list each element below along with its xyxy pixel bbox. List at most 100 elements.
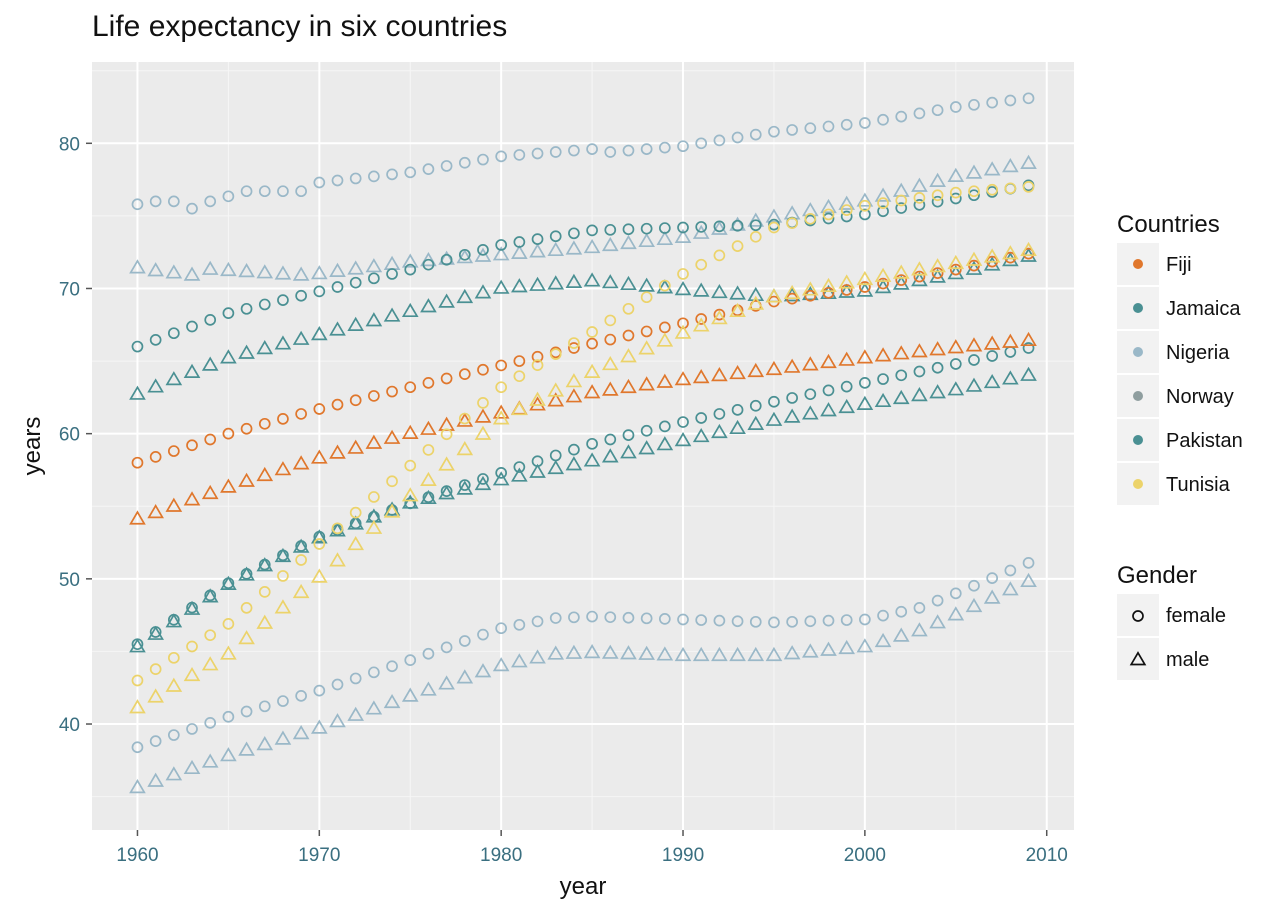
point-nigeria-female	[895, 605, 908, 618]
point-tunisia-male	[620, 348, 637, 363]
point-nigeria-male	[547, 645, 565, 660]
legend-label-nigeria: Nigeria	[1166, 342, 1230, 364]
point-tunisia-male	[474, 425, 492, 440]
point-fiji-female	[895, 274, 908, 286]
point-nigeria-male	[292, 725, 310, 740]
point-norway-female	[404, 166, 417, 179]
point-norway-female	[258, 185, 271, 198]
point-nigeria-male	[147, 772, 164, 787]
point-norway-male	[583, 238, 601, 254]
point-tunisia-male	[820, 277, 837, 293]
y-tick-label: 80	[59, 134, 80, 155]
point-fiji-female	[167, 445, 180, 457]
point-jamaica-female	[822, 212, 835, 225]
point-norway-male	[165, 264, 183, 279]
point-tunisia-female	[677, 268, 689, 280]
point-nigeria-male	[165, 766, 183, 781]
point-nigeria-female	[677, 613, 689, 626]
point-tunisia-female	[204, 629, 217, 642]
point-fiji-female	[622, 329, 635, 342]
point-nigeria-female	[186, 723, 198, 735]
point-tunisia-female	[495, 381, 508, 394]
point-fiji-male	[420, 420, 437, 435]
point-jamaica-male	[183, 363, 201, 378]
point-nigeria-male	[911, 622, 928, 637]
point-norway-female	[877, 113, 889, 126]
point-norway-female	[295, 185, 307, 198]
point-fiji-male	[820, 353, 837, 369]
point-nigeria-female	[349, 672, 362, 685]
point-tunisia-female	[713, 249, 726, 262]
point-jamaica-male	[983, 256, 1001, 271]
point-jamaica-female	[913, 199, 926, 211]
point-pakistan-male	[129, 638, 146, 653]
point-jamaica-male	[401, 302, 419, 318]
point-jamaica-female	[840, 210, 853, 223]
point-norway-male	[529, 243, 546, 258]
point-nigeria-male	[983, 589, 1001, 604]
point-pakistan-male	[911, 387, 928, 402]
point-fiji-male	[892, 345, 910, 360]
point-pakistan-female	[604, 433, 617, 446]
point-jamaica-male	[601, 274, 619, 289]
legend-label-fiji: Fiji	[1166, 254, 1192, 276]
point-jamaica-male	[220, 349, 237, 364]
point-nigeria-female	[513, 618, 526, 631]
point-norway-male	[310, 265, 328, 280]
point-pakistan-male	[983, 373, 1001, 389]
point-tunisia-female	[640, 291, 653, 304]
point-nigeria-female	[240, 705, 253, 718]
point-jamaica-male	[474, 284, 492, 299]
point-tunisia-female	[368, 491, 380, 503]
point-fiji-male	[1020, 331, 1037, 347]
point-tunisia-male	[929, 258, 946, 273]
point-tunisia-female	[931, 189, 944, 202]
point-tunisia-female	[167, 651, 180, 664]
point-pakistan-female	[840, 380, 853, 393]
point-nigeria-male	[456, 669, 474, 684]
legend-swatch-tunisia	[1133, 479, 1143, 489]
point-pakistan-female	[968, 354, 980, 366]
legend-shape-female	[1132, 610, 1144, 622]
point-pakistan-male	[238, 566, 255, 581]
point-nigeria-male	[729, 646, 746, 662]
point-nigeria-male	[838, 639, 856, 655]
point-norway-female	[277, 185, 289, 198]
point-jamaica-female	[604, 223, 617, 236]
point-tunisia-male	[711, 310, 728, 325]
point-pakistan-male	[474, 475, 492, 491]
point-jamaica-female	[931, 195, 944, 208]
point-tunisia-female	[295, 554, 307, 566]
point-nigeria-male	[674, 646, 692, 662]
point-nigeria-female	[331, 678, 344, 691]
point-nigeria-female	[131, 741, 144, 754]
point-nigeria-male	[1002, 581, 1019, 596]
point-pakistan-male	[892, 389, 910, 405]
point-nigeria-male	[420, 681, 437, 696]
point-pakistan-female	[695, 412, 708, 424]
point-norway-male	[711, 220, 728, 235]
point-tunisia-male	[420, 471, 437, 487]
point-tunisia-male	[911, 261, 928, 276]
point-pakistan-female	[731, 404, 744, 416]
point-nigeria-male	[965, 597, 983, 613]
point-nigeria-male	[347, 706, 365, 721]
point-tunisia-male	[292, 583, 310, 599]
point-jamaica-female	[568, 227, 580, 240]
point-jamaica-male	[201, 356, 219, 371]
point-pakistan-female	[568, 443, 580, 456]
point-norway-male	[365, 258, 383, 273]
point-fiji-female	[331, 398, 344, 411]
point-norway-male	[183, 266, 201, 281]
point-pakistan-female	[586, 437, 598, 450]
point-tunisia-female	[949, 186, 962, 199]
legend-shape-male	[1129, 651, 1147, 666]
point-fiji-male	[620, 378, 637, 394]
legend-swatch-pakistan	[1133, 435, 1143, 445]
point-norway-female	[731, 131, 744, 144]
point-fiji-male	[529, 396, 546, 411]
point-jamaica-female	[422, 258, 435, 271]
point-jamaica-male	[438, 293, 455, 308]
point-jamaica-female	[549, 230, 562, 243]
point-jamaica-female	[586, 224, 598, 237]
